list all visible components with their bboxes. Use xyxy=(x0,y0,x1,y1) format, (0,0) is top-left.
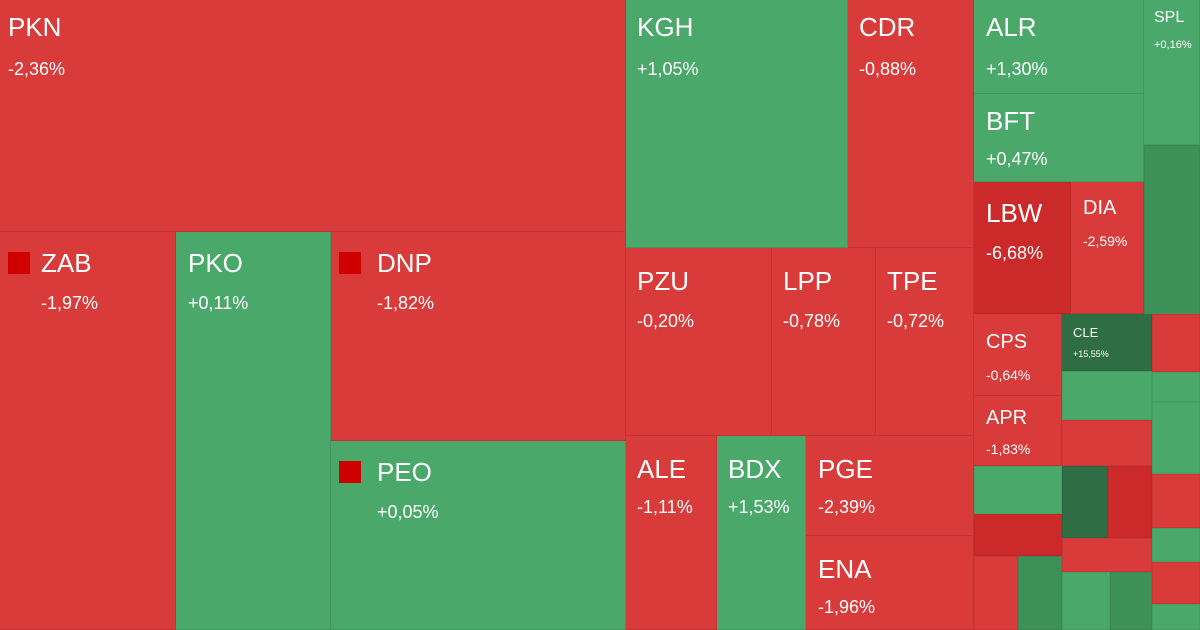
tile-change: -0,72% xyxy=(887,311,945,331)
treemap-tile-unlabeled[interactable] xyxy=(1018,556,1062,630)
tile-symbol: CDR xyxy=(859,12,916,42)
treemap-tile-lpp[interactable]: LPP -0,78% xyxy=(772,248,876,436)
treemap-tile-unlabeled[interactable] xyxy=(974,514,1062,556)
tile-symbol: PGE xyxy=(818,454,873,484)
tile-change: -1,97% xyxy=(41,293,99,313)
tile-symbol: PEO xyxy=(377,457,432,487)
treemap-tile-pkn[interactable]: PKN -2,36% xyxy=(0,0,626,232)
tile-change: -2,59% xyxy=(1083,233,1128,249)
tile-change: +1,05% xyxy=(637,59,699,79)
treemap-tile-spl[interactable]: SPL +0,16% xyxy=(1144,0,1200,145)
tile-symbol: CLE xyxy=(1073,325,1099,340)
treemap-tile-peo[interactable]: PEO +0,05% xyxy=(331,441,626,630)
tile-change: +0,47% xyxy=(986,149,1048,169)
treemap-tile-unlabeled[interactable] xyxy=(1062,538,1152,572)
treemap-tile-apr[interactable]: APR -1,83% xyxy=(974,396,1062,466)
treemap-tile-unlabeled[interactable] xyxy=(1152,562,1200,604)
tile-change: -0,64% xyxy=(986,367,1031,383)
tile-change: +0,16% xyxy=(1154,39,1192,51)
tile-symbol: APR xyxy=(986,407,1028,429)
treemap-tile-unlabeled[interactable] xyxy=(1152,604,1200,630)
tile-symbol: ALR xyxy=(986,12,1037,42)
treemap-tile-unlabeled[interactable] xyxy=(1110,572,1152,630)
treemap-tile-ena[interactable]: ENA -1,96% xyxy=(806,536,974,630)
tile-change: -1,11% xyxy=(637,497,693,517)
alert-marker-icon xyxy=(339,252,361,274)
tile-change: -1,83% xyxy=(986,441,1031,457)
tile-change: -2,36% xyxy=(8,59,66,79)
treemap-tile-alr[interactable]: ALR +1,30% xyxy=(974,0,1144,94)
tile-symbol: PZU xyxy=(637,266,689,296)
tile-symbol: DNP xyxy=(377,248,432,278)
tile-symbol: CPS xyxy=(986,331,1028,353)
treemap-tile-pzu[interactable]: PZU -0,20% xyxy=(626,248,772,436)
treemap-tile-pko[interactable]: PKO +0,11% xyxy=(176,232,331,630)
tile-symbol: TPE xyxy=(887,266,938,296)
tile-change: +0,05% xyxy=(377,502,439,522)
tile-symbol: DIA xyxy=(1083,197,1117,219)
treemap-tile-dnp[interactable]: DNP -1,82% xyxy=(331,232,626,441)
tile-change: -2,39% xyxy=(818,497,876,517)
tile-symbol: ALE xyxy=(637,454,687,484)
treemap-tile-unlabeled[interactable] xyxy=(1152,372,1200,402)
treemap-tile-bft[interactable]: BFT +0,47% xyxy=(974,94,1144,182)
tile-symbol: LPP xyxy=(783,266,833,296)
tile-change: -0,88% xyxy=(859,59,917,79)
treemap-tile-unlabeled[interactable] xyxy=(1062,466,1108,538)
treemap-tile-tpe[interactable]: TPE -0,72% xyxy=(876,248,974,436)
treemap-tile-unlabeled[interactable] xyxy=(1062,371,1152,420)
treemap-tile-unlabeled[interactable] xyxy=(1144,145,1200,315)
tile-symbol: BDX xyxy=(728,454,782,484)
tile-change: +0,11% xyxy=(188,293,249,313)
tile-symbol: KGH xyxy=(637,12,694,42)
treemap-tile-unlabeled[interactable] xyxy=(1062,572,1110,630)
treemap-tile-zab[interactable]: ZAB -1,97% xyxy=(0,232,176,630)
treemap-tile-bdx[interactable]: BDX +1,53% xyxy=(717,436,806,630)
treemap-tile-cdr[interactable]: CDR -0,88% xyxy=(848,0,974,248)
tile-change: -6,68% xyxy=(986,243,1044,263)
treemap-tile-lbw[interactable]: LBW -6,68% xyxy=(974,182,1071,314)
treemap-tile-dia[interactable]: DIA -2,59% xyxy=(1071,182,1144,314)
treemap-tile-unlabeled[interactable] xyxy=(1108,466,1152,538)
treemap-tile-unlabeled[interactable] xyxy=(974,556,1018,630)
tile-change: -1,82% xyxy=(377,293,435,313)
alert-marker-icon xyxy=(339,461,361,483)
alert-marker-icon xyxy=(8,252,30,274)
tile-symbol: PKN xyxy=(8,12,62,42)
treemap-tile-unlabeled[interactable] xyxy=(1152,528,1200,562)
tile-symbol: SPL xyxy=(1154,9,1185,26)
treemap-tile-unlabeled[interactable] xyxy=(1152,402,1200,474)
treemap-tile-ale[interactable]: ALE -1,11% xyxy=(626,436,717,630)
treemap-tile-unlabeled[interactable] xyxy=(1152,314,1200,372)
tile-change: -0,78% xyxy=(783,311,841,331)
treemap-tile-cle[interactable]: CLE +15,55% xyxy=(1062,314,1152,371)
tile-change: -1,96% xyxy=(818,597,876,617)
tile-change: -0,20% xyxy=(637,311,695,331)
treemap-tile-pge[interactable]: PGE -2,39% xyxy=(806,436,974,536)
treemap-tile-cps[interactable]: CPS -0,64% xyxy=(974,314,1062,396)
tile-symbol: PKO xyxy=(188,248,243,278)
tile-symbol: ZAB xyxy=(41,248,92,278)
treemap-tile-unlabeled[interactable] xyxy=(974,466,1062,514)
treemap-tile-unlabeled[interactable] xyxy=(1062,420,1152,466)
tile-change: +1,53% xyxy=(728,497,790,517)
tile-symbol: BFT xyxy=(986,106,1036,136)
tile-symbol: LBW xyxy=(986,198,1043,228)
tile-change: +15,55% xyxy=(1073,349,1109,359)
treemap-tile-unlabeled[interactable] xyxy=(1152,474,1200,528)
tile-change: +1,30% xyxy=(986,59,1048,79)
treemap-tile-kgh[interactable]: KGH +1,05% xyxy=(626,0,848,248)
tile-symbol: ENA xyxy=(818,554,872,584)
